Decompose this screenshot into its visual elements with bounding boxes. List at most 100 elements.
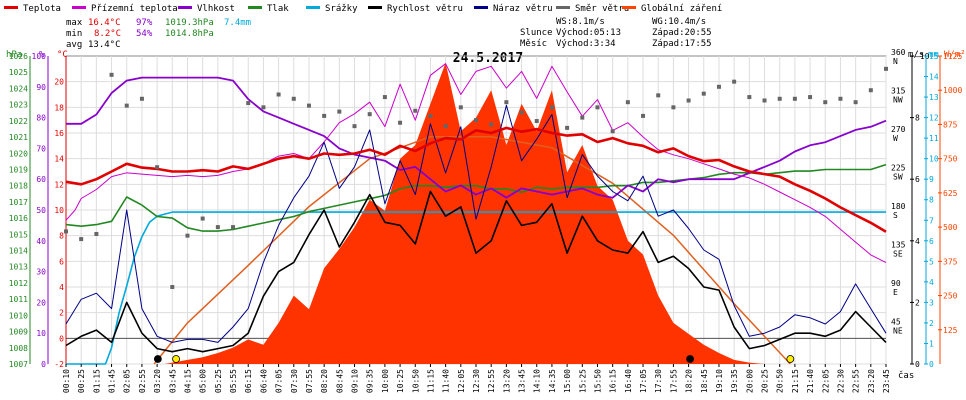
axis-pct-tick-label: 40 [36, 237, 46, 246]
axis-mm-tick-label: 4 [929, 278, 934, 287]
axis-dir-tick-label: 225 [891, 164, 906, 173]
axis-dir-tick-label: 90 [891, 279, 901, 288]
x-axis-label: čas [898, 370, 914, 381]
axis-pct-tick-label: 0 [41, 360, 46, 369]
point-smer-vetru [352, 124, 357, 129]
axis-pct-tick-label: 20 [36, 298, 46, 307]
point-smer-vetru [580, 115, 585, 120]
axis-hpa-tick-label: 1018 [9, 182, 28, 191]
legend-label-6: Náraz větru [493, 4, 553, 14]
x-tick-label: 12:05 [457, 369, 466, 393]
point-smer-vetru [853, 100, 858, 105]
x-axis-ticks: 00:10 00:25 01:15 01:45 02:05 02:55 03:20 03:45… [62, 364, 891, 393]
axis-hpa-tick-label: 1015 [9, 230, 28, 239]
axis-hpa-tick-label: 1026 [9, 52, 28, 61]
stats-min-hum: 54% [136, 29, 153, 39]
point-smer-vetru [762, 98, 767, 103]
axis-wm-tick-label: 375 [943, 257, 958, 266]
axis-label-temp: °C [57, 50, 68, 60]
point-smer-vetru [823, 100, 828, 105]
point-smer-vetru [610, 129, 615, 134]
axis-temp-tick-label: 14 [54, 155, 64, 164]
x-tick-label: 17:05 [639, 369, 648, 393]
stats-max-hum: 97% [136, 18, 153, 28]
point-smer-vetru [322, 113, 327, 118]
x-tick-label: 14:10 [533, 369, 542, 393]
stats-min-press: 1014.8hPa [165, 29, 214, 39]
x-tick-label: 19:35 [730, 369, 739, 393]
point-smer-vetru [656, 93, 661, 98]
x-tick-label: 22:30 [836, 369, 845, 393]
x-tick-label: 11:15 [426, 369, 435, 393]
point-smer-vetru [109, 72, 114, 77]
moon-set: Západ:17:55 [652, 39, 712, 49]
point-smer-vetru [838, 96, 843, 101]
point-smer-vetru [474, 118, 478, 123]
point-smer-vetru [443, 124, 448, 129]
point-smer-vetru [671, 105, 676, 110]
point-smer-vetru [777, 96, 782, 101]
x-tick-label: 08:45 [335, 369, 344, 393]
x-tick-label: 14:35 [548, 369, 557, 393]
axis-hpa-tick-label: 1022 [9, 117, 28, 126]
legend-label-2: Vlhkost [197, 4, 235, 14]
axis-hpa-tick-label: 1010 [9, 311, 28, 320]
axis-ms-tick-label: 8 [915, 114, 920, 123]
axis-hpa-tick-label: 1016 [9, 214, 28, 223]
point-smer-vetru [231, 225, 236, 230]
x-tick-label: 17:55 [669, 369, 678, 393]
point-smer-vetru [519, 110, 524, 115]
axis-temp-tick-label: 10 [54, 206, 64, 215]
point-smer-vetru [732, 79, 737, 84]
x-tick-label: 10:50 [411, 369, 420, 393]
point-smer-vetru [701, 91, 706, 96]
legend-swatch-6 [474, 6, 488, 9]
legend-label-5: Rychlost větru [387, 4, 463, 14]
x-tick-label: 22:55 [852, 369, 861, 393]
point-smer-vetru [808, 95, 813, 100]
axis-pct-tick-label: 50 [36, 206, 46, 215]
legend-label-7: Směr větru [575, 4, 629, 14]
x-tick-label: 09:35 [366, 369, 375, 393]
axis-dir-tick-label: 315 [891, 87, 906, 96]
axis-dir-tick-label: 270 [891, 125, 906, 134]
x-tick-label: 06:40 [259, 369, 268, 393]
axis-mm-tick-label: 6 [929, 237, 934, 246]
axis-wm-tick-label: 625 [943, 189, 958, 198]
point-smer-vetru [565, 125, 570, 130]
point-smer-vetru [428, 113, 433, 118]
axis-pct-tick-label: 70 [36, 144, 46, 153]
point-smer-vetru [185, 233, 190, 238]
point-smer-vetru [139, 96, 144, 101]
x-tick-label: 12:55 [487, 369, 496, 393]
point-smer-vetru [367, 112, 372, 117]
axis-temp-tick-label: 16 [54, 129, 64, 138]
sun-label: Slunce [520, 28, 553, 38]
axis-mm-tick-label: 9 [929, 175, 934, 184]
axis-mm-tick-label: 12 [929, 114, 939, 123]
point-smer-vetru [868, 88, 873, 93]
x-tick-label: 20:00 [745, 369, 754, 393]
legend: Teplota Přízemní teplota Vlhkost Tlak Srážky… [4, 4, 722, 14]
axis-hpa-tick-label: 1008 [9, 344, 28, 353]
point-smer-vetru [595, 105, 600, 110]
axis-dir-tick-label: 135 [891, 241, 906, 250]
series-teplota [65, 126, 887, 233]
point-smer-vetru [246, 101, 251, 106]
x-tick-label: 02:05 [123, 369, 132, 393]
point-smer-vetru [215, 225, 220, 230]
axis-label-wm: W/m² [944, 50, 966, 60]
axis-dir-compass-label: S [893, 211, 898, 220]
axis-dir-tick-label: 180 [891, 202, 906, 211]
stats-max-label: max [66, 18, 83, 28]
legend-label-8: Globální záření [641, 4, 722, 14]
x-tick-label: 15:50 [593, 369, 602, 393]
moonset-marker [686, 355, 695, 363]
axis-label-ms: m/s [908, 50, 924, 60]
x-tick-label: 07:30 [290, 369, 299, 393]
axis-hpa-tick-label: 1007 [9, 360, 28, 369]
legend-swatch-3 [248, 6, 262, 9]
axis-mm-tick-label: 8 [929, 196, 934, 205]
sun-rise: Východ:05:13 [556, 28, 621, 38]
x-tick-label: 00:25 [77, 369, 86, 393]
